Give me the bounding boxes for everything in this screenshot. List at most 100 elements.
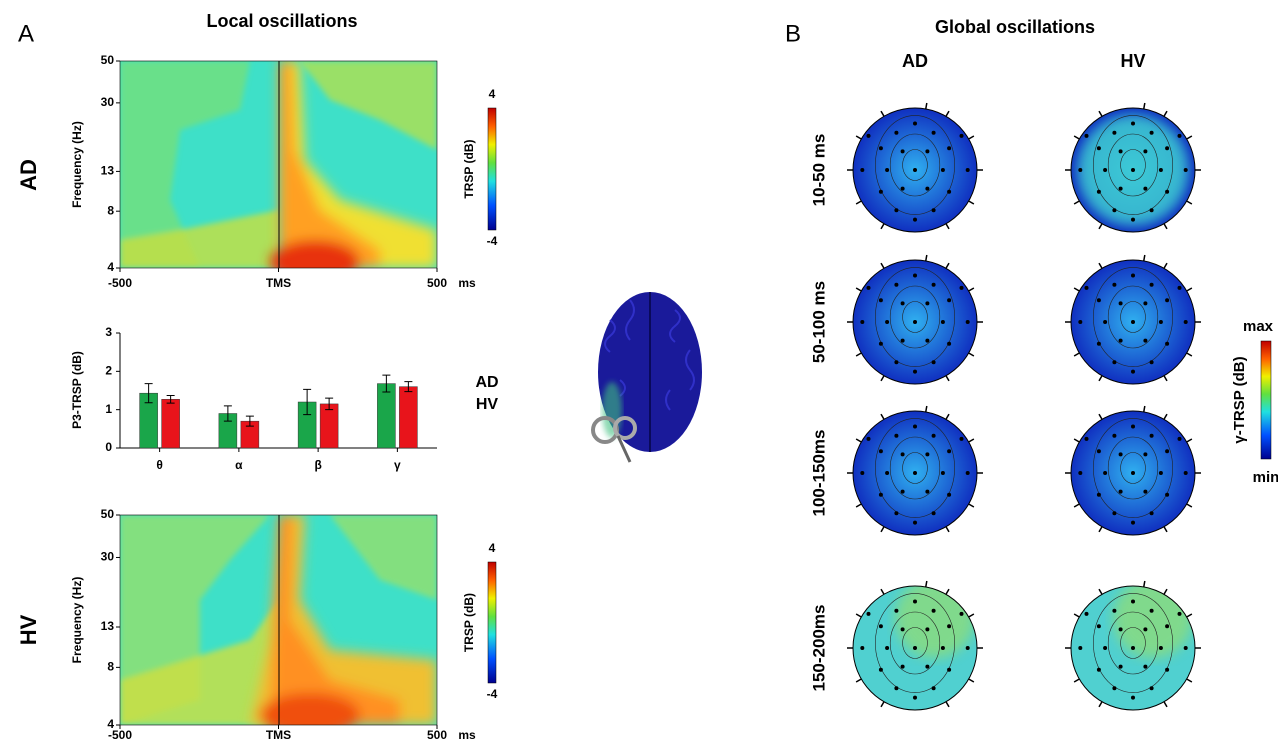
electrode — [913, 600, 917, 604]
head-mark — [1187, 439, 1192, 442]
electrode — [1097, 190, 1101, 194]
head-mark — [926, 255, 927, 261]
electrode — [1112, 434, 1116, 438]
head-mark — [969, 136, 974, 139]
electrode — [1184, 320, 1188, 324]
colorbar-tick: -4 — [487, 687, 498, 701]
head-mark — [969, 504, 974, 507]
topomap — [1071, 411, 1195, 535]
topomap-tint — [895, 578, 975, 658]
y-tick-label: 13 — [101, 164, 115, 178]
electrode — [1143, 490, 1147, 494]
electrode — [1131, 320, 1135, 324]
electrode — [1150, 511, 1154, 515]
electrode — [1131, 122, 1135, 126]
electrode — [1078, 646, 1082, 650]
y-tick-label: 0 — [105, 440, 112, 454]
head-mark — [1144, 103, 1145, 109]
panel-title: Global oscillations — [935, 17, 1095, 37]
electrode — [879, 493, 883, 497]
spectrogram-image — [120, 61, 437, 284]
electrode — [1097, 298, 1101, 302]
head-mark — [1164, 376, 1167, 381]
electrode — [879, 449, 883, 453]
head-mark — [946, 111, 949, 116]
electrode — [1078, 320, 1082, 324]
head-mark — [1164, 702, 1167, 707]
topomap — [853, 108, 977, 232]
row-label: AD — [16, 159, 41, 191]
electrode — [901, 149, 905, 153]
topomap — [1071, 260, 1195, 384]
head-mark — [1187, 201, 1192, 204]
electrode — [1165, 449, 1169, 453]
head-mark — [881, 376, 884, 381]
y-axis-label: P3-TRSP (dB) — [70, 351, 84, 429]
electrode — [1119, 301, 1123, 305]
head-mark — [881, 414, 884, 419]
head-mark — [1099, 589, 1102, 594]
colorbar-label: TRSP (dB) — [462, 139, 476, 198]
electrode — [1078, 168, 1082, 172]
head-mark — [1074, 201, 1079, 204]
panel-label: A — [18, 20, 34, 47]
electrode — [966, 471, 970, 475]
row-label: 100-150ms — [809, 430, 828, 517]
head-mark — [1164, 111, 1167, 116]
electrode — [960, 134, 964, 138]
topomap — [853, 260, 977, 384]
colorbar-label: TRSP (dB) — [462, 593, 476, 652]
electrode — [1131, 521, 1135, 525]
electrode — [925, 665, 929, 669]
electrode — [1150, 208, 1154, 212]
electrode — [1165, 190, 1169, 194]
y-tick-label: 13 — [101, 619, 115, 633]
electrode — [1103, 320, 1107, 324]
electrode — [885, 168, 889, 172]
colorbar-label: γ-TRSP (dB) — [1231, 356, 1248, 443]
y-tick-label: 30 — [101, 95, 115, 109]
head-mark — [946, 527, 949, 532]
electrode — [925, 490, 929, 494]
electrode — [1184, 471, 1188, 475]
electrode — [1178, 437, 1182, 441]
electrode — [901, 339, 905, 343]
head-mark — [1187, 614, 1192, 617]
head-mark — [969, 288, 974, 291]
electrode — [1112, 208, 1116, 212]
electrode — [1131, 218, 1135, 222]
head-mark — [926, 103, 927, 109]
electrode — [1131, 600, 1135, 604]
electrode — [913, 646, 917, 650]
colorbar-tick: 4 — [489, 541, 496, 555]
electrode — [879, 298, 883, 302]
electrode — [1184, 168, 1188, 172]
electrode — [1150, 434, 1154, 438]
electrode — [1112, 511, 1116, 515]
electrode — [1112, 609, 1116, 613]
electrode — [1165, 624, 1169, 628]
head-mark — [1074, 679, 1079, 682]
electrode — [925, 339, 929, 343]
electrode — [1131, 168, 1135, 172]
head-mark — [1187, 136, 1192, 139]
electrode — [1143, 149, 1147, 153]
electrode — [947, 668, 951, 672]
electrode — [860, 320, 864, 324]
electrode — [1119, 339, 1123, 343]
panel-label: B — [785, 20, 801, 47]
electrode — [932, 609, 936, 613]
head-mark — [856, 679, 861, 682]
head-mark — [881, 702, 884, 707]
electrode — [966, 320, 970, 324]
electrode — [901, 452, 905, 456]
head-mark — [1144, 581, 1145, 587]
head-mark — [1074, 288, 1079, 291]
colorbar — [488, 108, 496, 230]
electrode — [1085, 437, 1089, 441]
electrode — [1143, 627, 1147, 631]
electrode — [1143, 187, 1147, 191]
x-unit: ms — [458, 276, 476, 290]
electrode — [932, 686, 936, 690]
